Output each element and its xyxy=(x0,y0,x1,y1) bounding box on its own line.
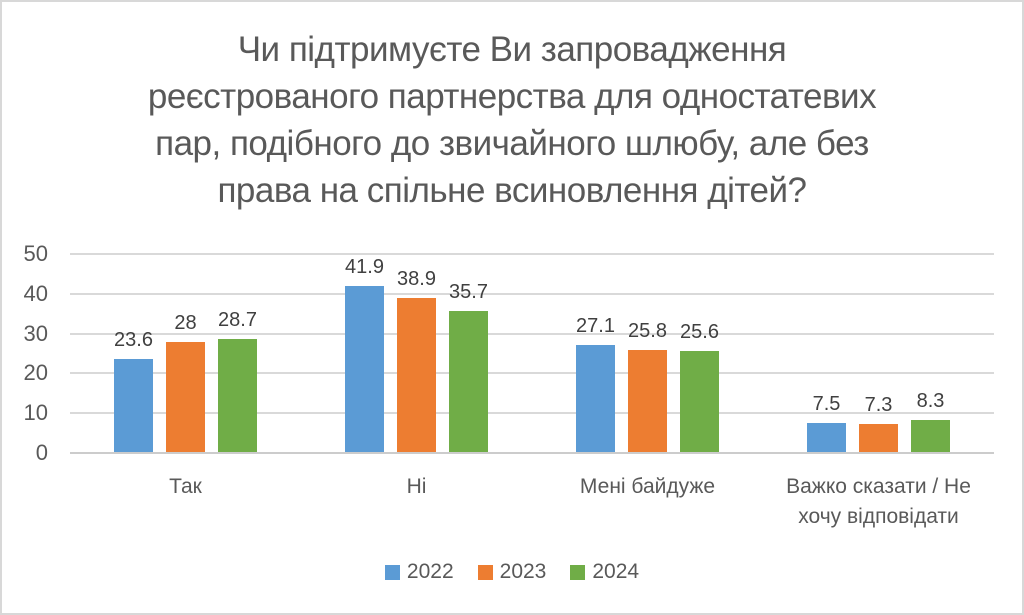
data-label: 35.7 xyxy=(449,281,488,303)
bar xyxy=(680,351,719,453)
data-label: 28 xyxy=(174,312,197,334)
legend-swatch xyxy=(570,564,586,580)
legend-label: 2022 xyxy=(406,560,454,583)
legend-item: 2024 xyxy=(570,560,639,584)
bar xyxy=(911,420,950,453)
chart-title-line: права на спільне всиновлення дітей? xyxy=(217,171,807,210)
x-axis-line-front xyxy=(70,452,994,454)
y-tick-label: 40 xyxy=(23,280,48,306)
bar xyxy=(345,286,384,453)
data-label: 7.3 xyxy=(864,394,893,416)
data-label: 7.5 xyxy=(812,393,841,415)
bar xyxy=(859,424,898,453)
data-label: 28.7 xyxy=(218,309,257,331)
gridline xyxy=(70,332,994,335)
data-label: 25.8 xyxy=(628,320,667,342)
chart-title-line: пар, подібного до звичайного шлюбу, але … xyxy=(155,124,869,163)
data-label: 25.6 xyxy=(680,321,719,343)
chart-title-line: Чи підтримуєте Ви запровадження xyxy=(237,30,787,69)
legend: 2022 2023 2024 xyxy=(2,560,1022,584)
gridline xyxy=(70,292,994,295)
category-label: Мені байдуже xyxy=(579,475,716,498)
y-tick-label: 20 xyxy=(23,360,48,386)
category-label: Ні xyxy=(406,475,427,498)
data-label: 38.9 xyxy=(397,268,436,290)
bar xyxy=(218,339,257,453)
bar xyxy=(576,345,615,453)
chart-title-line: реєстрованого партнерства для одностатев… xyxy=(147,77,877,116)
gridline xyxy=(70,253,994,255)
data-label: 23.6 xyxy=(114,329,153,351)
bar xyxy=(166,342,205,453)
bar xyxy=(449,311,488,453)
legend-item: 2023 xyxy=(477,560,547,584)
y-tick-label: 10 xyxy=(23,400,48,426)
legend-item: 2022 xyxy=(384,560,454,584)
data-label: 27.1 xyxy=(576,315,615,337)
legend-label: 2024 xyxy=(592,560,640,583)
legend-swatch xyxy=(477,564,493,580)
category-label: Так xyxy=(169,475,202,498)
gridline xyxy=(70,412,994,415)
gridline xyxy=(70,372,994,375)
bar xyxy=(114,359,153,453)
y-tick-label: 50 xyxy=(23,241,48,266)
y-tick-label: 0 xyxy=(35,440,48,465)
legend-label: 2023 xyxy=(499,560,547,583)
bar xyxy=(397,298,436,453)
data-label: 41.9 xyxy=(345,256,384,278)
bar xyxy=(807,423,846,453)
y-tick-label: 30 xyxy=(23,320,48,346)
legend-swatch xyxy=(384,564,400,580)
category-label: Важко сказати / Не хочу відповідати xyxy=(786,475,971,528)
bar xyxy=(628,350,667,453)
chart-title: Чи підтримуєте Ви запровадження реєстрова… xyxy=(2,26,1022,214)
data-label: 8.3 xyxy=(916,390,945,412)
